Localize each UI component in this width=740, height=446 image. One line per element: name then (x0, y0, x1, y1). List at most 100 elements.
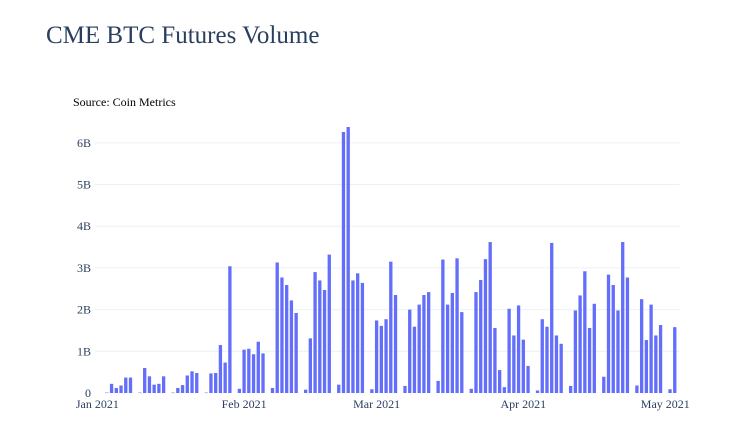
bar (621, 242, 625, 393)
bar (635, 385, 639, 393)
bar (573, 310, 578, 393)
bar (337, 384, 341, 393)
bar (673, 327, 677, 393)
bar (261, 353, 265, 393)
bar (393, 295, 398, 393)
bar (285, 285, 289, 393)
bar (550, 242, 554, 393)
bar (554, 335, 559, 393)
bar (545, 326, 549, 393)
x-tick-label: May 2021 (641, 397, 690, 411)
bar (128, 377, 133, 393)
y-tick-label: 1B (77, 344, 91, 358)
bar (346, 127, 350, 393)
bar (303, 389, 308, 393)
bar (578, 295, 582, 393)
bar (516, 305, 521, 393)
bar (157, 383, 161, 393)
bar (568, 385, 573, 393)
bar (384, 319, 388, 393)
bar (356, 273, 360, 393)
bar (412, 326, 417, 393)
bar (327, 254, 331, 393)
gridlines (95, 142, 680, 352)
bar (450, 292, 454, 393)
bar (479, 280, 483, 393)
bar (483, 259, 488, 393)
bar (521, 339, 525, 393)
bars (105, 127, 677, 394)
bar (625, 277, 630, 393)
bar (602, 376, 606, 393)
bar (403, 385, 407, 393)
y-tick-label: 3B (77, 261, 91, 275)
bar (535, 390, 540, 393)
bar (171, 392, 175, 394)
bar (502, 387, 507, 393)
bar (389, 261, 393, 393)
bar (275, 262, 279, 393)
bar (124, 377, 128, 393)
bar (668, 389, 672, 393)
bar (455, 258, 459, 393)
bar (592, 303, 596, 393)
bar (493, 327, 497, 393)
bar (526, 365, 530, 393)
x-tick-label: Apr 2021 (500, 397, 546, 411)
x-tick-label: Feb 2021 (222, 397, 267, 411)
bar (436, 380, 440, 393)
bar (119, 385, 123, 393)
chart-title: CME BTC Futures Volume (46, 22, 320, 49)
bar (280, 277, 284, 393)
bar (474, 292, 478, 393)
bar (109, 383, 114, 393)
bar (242, 349, 246, 393)
bar (649, 304, 653, 393)
bar (616, 310, 620, 393)
bar (583, 271, 587, 393)
bar (270, 387, 275, 393)
bar (114, 387, 118, 393)
bar (408, 309, 412, 393)
bar (507, 308, 511, 393)
y-tick-label: 6B (77, 136, 91, 150)
bar (223, 362, 227, 393)
bar (658, 325, 663, 393)
bar (460, 312, 464, 393)
bar (587, 327, 592, 393)
bar (143, 367, 147, 393)
bar (422, 295, 426, 393)
bar (195, 372, 199, 393)
y-tick-label: 0 (85, 386, 91, 400)
bar (161, 376, 166, 393)
y-tick-label: 4B (77, 219, 91, 233)
bar (180, 385, 185, 393)
bar (441, 259, 445, 393)
bar (138, 392, 142, 394)
bar (512, 335, 516, 393)
bar (256, 341, 260, 393)
bar (190, 371, 194, 393)
y-tick-label: 5B (77, 178, 91, 192)
bar (294, 312, 298, 393)
bar (559, 343, 563, 393)
bar (214, 372, 218, 393)
y-axis-ticks: 0 1B 2B 3B 4B 5B 6B (77, 136, 91, 400)
bar (639, 299, 644, 393)
bar (341, 132, 346, 393)
bar (417, 304, 421, 393)
bar (469, 388, 473, 393)
bar (360, 282, 365, 393)
bar (237, 388, 242, 393)
bar (488, 242, 492, 393)
bar (611, 285, 615, 393)
bar (228, 266, 232, 393)
y-tick-label: 2B (77, 303, 91, 317)
bar (185, 375, 189, 393)
bar (370, 389, 374, 393)
bar (147, 376, 152, 393)
bar (251, 354, 256, 393)
x-tick-label: Jan 2021 (76, 397, 119, 411)
x-tick-label: Mar 2021 (353, 397, 400, 411)
